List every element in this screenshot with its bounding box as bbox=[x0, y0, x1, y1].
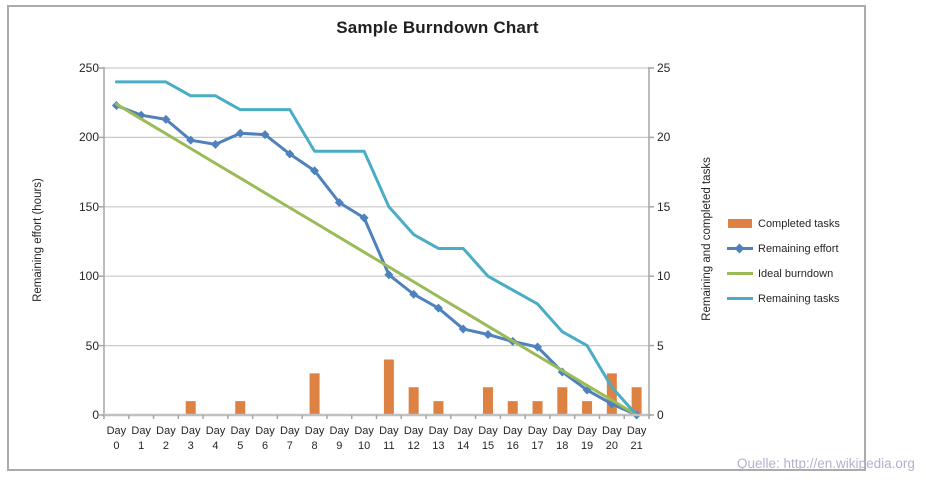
marker-remaining-effort bbox=[359, 213, 369, 223]
right-axis-tick-label: 5 bbox=[657, 338, 664, 353]
bar-completed-tasks bbox=[383, 359, 394, 415]
marker-remaining-effort bbox=[533, 342, 543, 352]
marker-remaining-effort bbox=[285, 149, 295, 159]
left-axis-tick-label: 250 bbox=[78, 61, 99, 75]
marker-remaining-effort bbox=[235, 128, 245, 138]
bar-completed-tasks bbox=[507, 401, 518, 415]
x-axis-day-label: Day 9 bbox=[329, 425, 350, 452]
left-axis-tick-label: 100 bbox=[78, 269, 99, 284]
x-axis-day-label: Day 14 bbox=[453, 425, 473, 452]
x-axis-day-label: Day 1 bbox=[131, 425, 151, 452]
marker-remaining-effort bbox=[210, 139, 220, 149]
series-line-ideal-burndown bbox=[114, 102, 639, 417]
bar-completed-tasks bbox=[582, 401, 593, 415]
x-axis-day-label: Day 19 bbox=[577, 425, 597, 452]
x-axis-day-label: Day 12 bbox=[403, 425, 424, 452]
marker-remaining-effort bbox=[334, 198, 344, 208]
x-axis-day-label: Day 21 bbox=[626, 425, 647, 452]
x-axis-day-label: Day 18 bbox=[552, 425, 573, 452]
left-axis-tick-label: 150 bbox=[78, 199, 99, 214]
marker-remaining-effort bbox=[384, 270, 394, 280]
right-axis-tick-label: 15 bbox=[657, 199, 671, 214]
legend-item-completed-tasks: Completed tasks bbox=[727, 211, 840, 236]
right-axis-tick-label: 20 bbox=[657, 130, 671, 145]
left-axis-tick-label: 50 bbox=[85, 338, 99, 353]
left-axis-tick-label: 200 bbox=[78, 130, 99, 145]
bar-completed-tasks bbox=[631, 387, 642, 415]
marker-remaining-effort bbox=[260, 130, 270, 140]
bar-completed-tasks bbox=[433, 401, 444, 415]
x-axis-day-label: Day 8 bbox=[304, 425, 325, 452]
marker-remaining-effort bbox=[458, 324, 468, 334]
x-axis-day-label: Day 5 bbox=[230, 425, 251, 452]
marker-remaining-effort bbox=[186, 135, 196, 145]
legend-item-remaining-tasks: Remaining tasks bbox=[727, 286, 840, 311]
marker-remaining-effort bbox=[161, 114, 171, 124]
bar-completed-tasks bbox=[235, 401, 246, 415]
marker-remaining-effort bbox=[409, 289, 419, 299]
bar-completed-tasks bbox=[532, 401, 543, 415]
legend-label: Ideal burndown bbox=[758, 267, 834, 280]
chart-legend: Completed tasks Remaining effort Ideal b… bbox=[727, 211, 840, 311]
marker-remaining-effort bbox=[483, 329, 493, 339]
legend-label: Remaining tasks bbox=[758, 292, 840, 305]
left-axis-tick-label: 0 bbox=[92, 408, 99, 422]
series-line-remaining-effort bbox=[114, 103, 639, 417]
x-axis-day-label: Day 2 bbox=[156, 425, 176, 452]
x-axis-day-label: Day 3 bbox=[180, 425, 201, 452]
line-swatch-icon bbox=[727, 297, 753, 300]
line-swatch-icon bbox=[727, 272, 753, 275]
x-axis-day-label: Day 0 bbox=[106, 425, 127, 452]
x-axis-day-label: Day 7 bbox=[280, 425, 300, 452]
x-axis-day-label: Day 20 bbox=[602, 425, 622, 452]
x-axis-day-label: Day 6 bbox=[255, 425, 275, 452]
bar-completed-tasks bbox=[309, 373, 320, 415]
bar-completed-tasks bbox=[482, 387, 493, 415]
bar-completed-tasks bbox=[606, 373, 617, 415]
left-axis-title: Remaining effort (hours) bbox=[32, 178, 44, 302]
marker-remaining-effort bbox=[433, 303, 443, 313]
bar-completed-tasks bbox=[557, 387, 568, 415]
x-axis-day-label: Day 4 bbox=[205, 425, 226, 452]
right-axis-tick-label: 0 bbox=[657, 408, 664, 422]
marker-remaining-effort bbox=[310, 166, 320, 176]
x-axis-day-label: Day 11 bbox=[379, 425, 399, 452]
x-axis-day-label: Day 17 bbox=[527, 425, 548, 452]
legend-label: Completed tasks bbox=[758, 217, 840, 230]
chart-title: Sample Burndown Chart bbox=[336, 18, 539, 37]
right-axis-tick-label: 10 bbox=[657, 269, 671, 284]
source-attribution: Quelle: http://en.wikipedia.org bbox=[737, 456, 915, 471]
series-line-remaining-tasks bbox=[114, 80, 639, 417]
line-diamond-swatch-icon bbox=[727, 243, 753, 254]
x-axis-day-label: Day 10 bbox=[354, 425, 374, 452]
x-axis-day-label: Day 13 bbox=[428, 425, 449, 452]
bar-completed-tasks bbox=[185, 401, 196, 415]
bar-completed-tasks bbox=[408, 387, 419, 415]
legend-label: Remaining effort bbox=[758, 242, 839, 255]
right-axis-title: Remaining and completed tasks bbox=[701, 157, 713, 321]
legend-item-ideal-burndown: Ideal burndown bbox=[727, 261, 840, 286]
legend-item-remaining-effort: Remaining effort bbox=[727, 236, 840, 261]
right-axis-tick-label: 25 bbox=[657, 61, 671, 75]
x-axis-day-label: Day 15 bbox=[478, 425, 498, 452]
bar-swatch-icon bbox=[727, 219, 753, 228]
x-axis-day-label: Day 16 bbox=[502, 425, 523, 452]
